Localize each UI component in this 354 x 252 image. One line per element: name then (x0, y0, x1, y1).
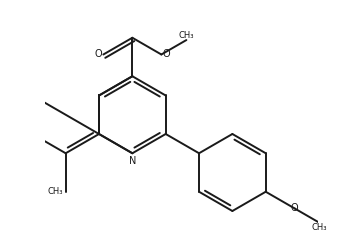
Text: CH₃: CH₃ (179, 31, 194, 40)
Text: O: O (291, 204, 298, 213)
Text: O: O (163, 49, 171, 59)
Text: CH₃: CH₃ (312, 223, 327, 232)
Text: CH₃: CH₃ (48, 187, 63, 196)
Text: O: O (94, 49, 102, 59)
Text: N: N (129, 155, 136, 166)
